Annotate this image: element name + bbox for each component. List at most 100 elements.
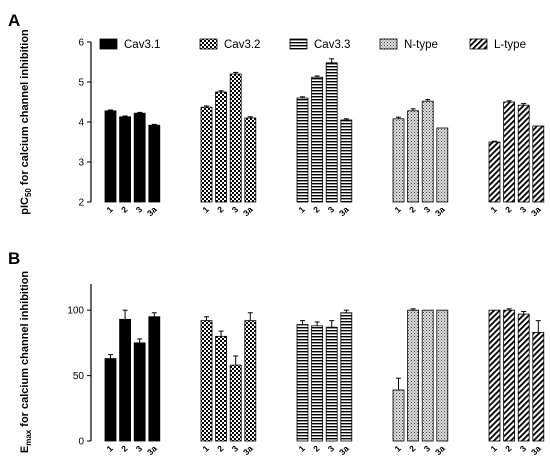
bar (133, 112, 146, 203)
x-tick-label: 3 (422, 443, 433, 454)
bar (104, 110, 117, 203)
x-tick-label: 1 (104, 443, 115, 454)
y-tick-label: 50 (73, 371, 85, 382)
bar (436, 309, 449, 442)
bar (532, 332, 545, 442)
x-tick-label: 3 (422, 204, 433, 215)
bar (392, 118, 405, 203)
x-tick-label: 3 (326, 443, 337, 454)
legend-swatch (379, 38, 398, 50)
x-tick-label: 2 (119, 204, 130, 215)
x-tick-label: 1 (200, 204, 211, 215)
x-tick-label: 2 (119, 443, 130, 454)
bar (532, 125, 545, 203)
bar (421, 100, 434, 203)
bar (244, 117, 257, 203)
y-tick-label: 5 (78, 78, 84, 89)
x-tick-label: 3 (230, 443, 241, 454)
y-axis-label: Emax for calcium channel inhibition (19, 271, 33, 454)
bar (148, 124, 161, 203)
y-axis-label: pIC50 for calcium channel inhibition (19, 29, 33, 215)
bar (407, 309, 420, 442)
panel-b: B 0 50 100 Emax for calcium channel inhibiti… (8, 249, 545, 457)
x-tick-label: 3a (433, 443, 447, 457)
bar (215, 91, 228, 203)
x-tick-label: 3 (230, 204, 241, 215)
x-tick-label: 1 (296, 443, 307, 454)
x-tick-label: 3a (529, 204, 543, 218)
bar (325, 326, 338, 442)
y-tick-label: 4 (78, 118, 84, 129)
y-tick-label: 3 (78, 158, 84, 169)
x-tick-label: 3a (433, 204, 447, 218)
bar (421, 309, 434, 442)
x-tick-label: 3a (529, 443, 543, 457)
bar (517, 313, 530, 442)
x-tick-label: 3a (337, 443, 351, 457)
bar (244, 320, 257, 442)
legend-label: Cav3.3 (314, 39, 350, 51)
bar (229, 73, 242, 203)
x-tick-label: 2 (407, 204, 418, 215)
bar (340, 312, 353, 442)
bar (296, 324, 309, 442)
legend-label: L-type (494, 39, 526, 51)
bar (311, 76, 324, 203)
x-tick-label: 3 (518, 204, 529, 215)
bar (488, 309, 501, 442)
panel-letter: B (8, 249, 20, 268)
x-tick-label: 2 (215, 443, 226, 454)
legend-swatch (469, 38, 488, 50)
x-tick-label: 3 (134, 204, 145, 215)
legend-swatch (199, 38, 218, 50)
legend-label: N-type (404, 39, 438, 51)
legend-swatch (99, 38, 118, 50)
x-tick-label: 3a (241, 204, 255, 218)
y-tick-label: 2 (78, 198, 84, 209)
bar (407, 110, 420, 203)
x-tick-label: 3a (145, 443, 159, 457)
y-tick-label: 100 (67, 306, 84, 317)
bar (200, 320, 213, 442)
x-tick-label: 1 (488, 443, 499, 454)
bar (148, 316, 161, 442)
bar (503, 101, 516, 203)
legend-label: Cav3.1 (124, 39, 160, 51)
y-tick-label: 0 (78, 437, 84, 448)
legend-swatch (289, 38, 308, 50)
x-tick-label: 2 (407, 443, 418, 454)
bar (311, 325, 324, 442)
x-tick-label: 2 (503, 443, 514, 454)
x-tick-label: 3 (326, 204, 337, 215)
x-tick-label: 1 (488, 204, 499, 215)
x-tick-label: 3a (241, 443, 255, 457)
x-tick-label: 2 (311, 443, 322, 454)
bar (229, 364, 242, 442)
x-tick-label: 2 (311, 204, 322, 215)
x-tick-label: 3a (145, 204, 159, 218)
x-tick-label: 2 (503, 204, 514, 215)
bar (119, 116, 131, 203)
bar (133, 342, 146, 442)
y-tick-label: 6 (78, 38, 84, 49)
x-tick-label: 1 (392, 204, 403, 215)
bar (200, 106, 213, 203)
x-tick-label: 1 (296, 204, 307, 215)
bar (392, 389, 405, 442)
legend-label: Cav3.2 (224, 39, 260, 51)
bar (296, 97, 309, 203)
x-tick-label: 1 (200, 443, 211, 454)
bar (215, 335, 228, 442)
bar (119, 318, 131, 442)
bar (436, 127, 449, 203)
x-tick-label: 1 (392, 443, 403, 454)
x-tick-label: 1 (104, 204, 115, 215)
bar (517, 104, 530, 203)
x-tick-label: 3 (134, 443, 145, 454)
bar (325, 62, 338, 203)
bar (104, 358, 117, 442)
bar (503, 309, 516, 442)
panel-letter: A (8, 11, 20, 30)
